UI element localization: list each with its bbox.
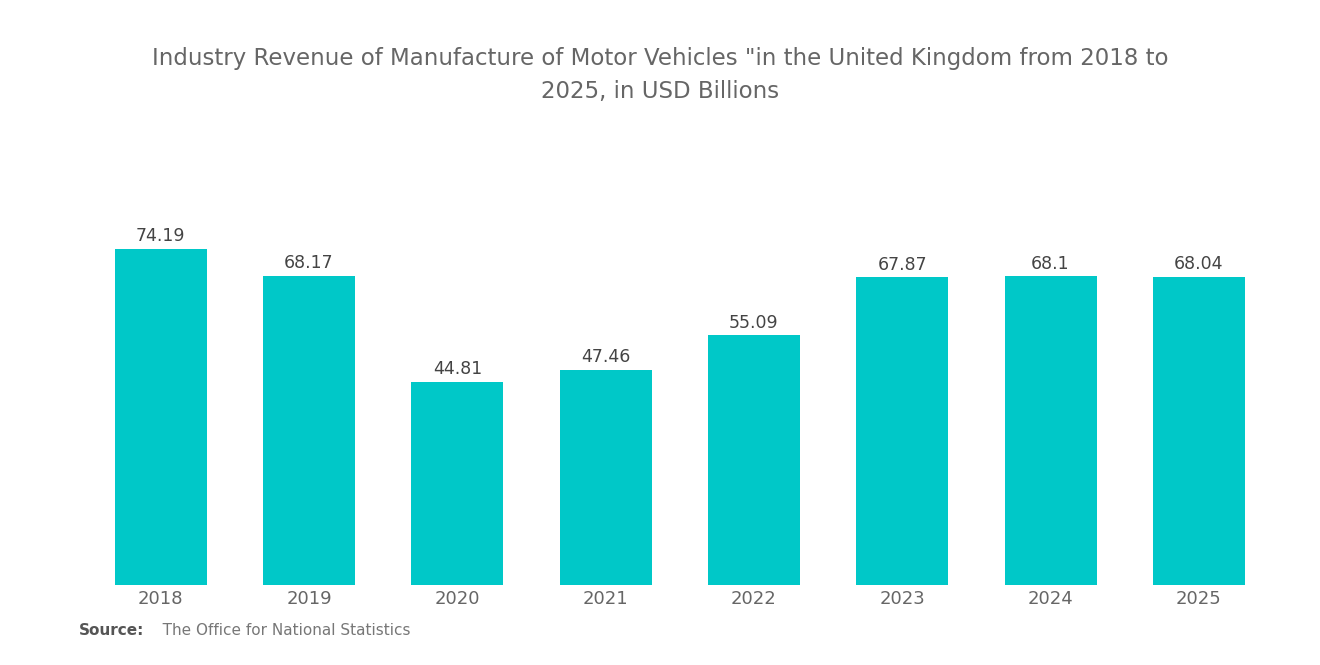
Bar [1152, 277, 1245, 585]
Text: The Office for National Statistics: The Office for National Statistics [148, 623, 411, 638]
Text: 44.81: 44.81 [433, 360, 482, 378]
Bar [857, 277, 948, 585]
Text: 47.46: 47.46 [581, 348, 631, 366]
Text: 55.09: 55.09 [729, 314, 779, 332]
Text: Industry Revenue of Manufacture of Motor Vehicles "in the United Kingdom from 20: Industry Revenue of Manufacture of Motor… [152, 47, 1168, 103]
Text: 68.1: 68.1 [1031, 255, 1069, 273]
Bar [263, 276, 355, 585]
Text: 68.04: 68.04 [1173, 255, 1224, 273]
Bar [1005, 277, 1097, 585]
Text: 68.17: 68.17 [284, 255, 334, 273]
Bar [115, 249, 207, 585]
Bar [560, 370, 652, 585]
Text: Source:: Source: [79, 623, 145, 638]
Text: 67.87: 67.87 [878, 256, 927, 274]
Bar [708, 335, 800, 585]
Bar [412, 382, 503, 585]
Text: 74.19: 74.19 [136, 227, 186, 245]
